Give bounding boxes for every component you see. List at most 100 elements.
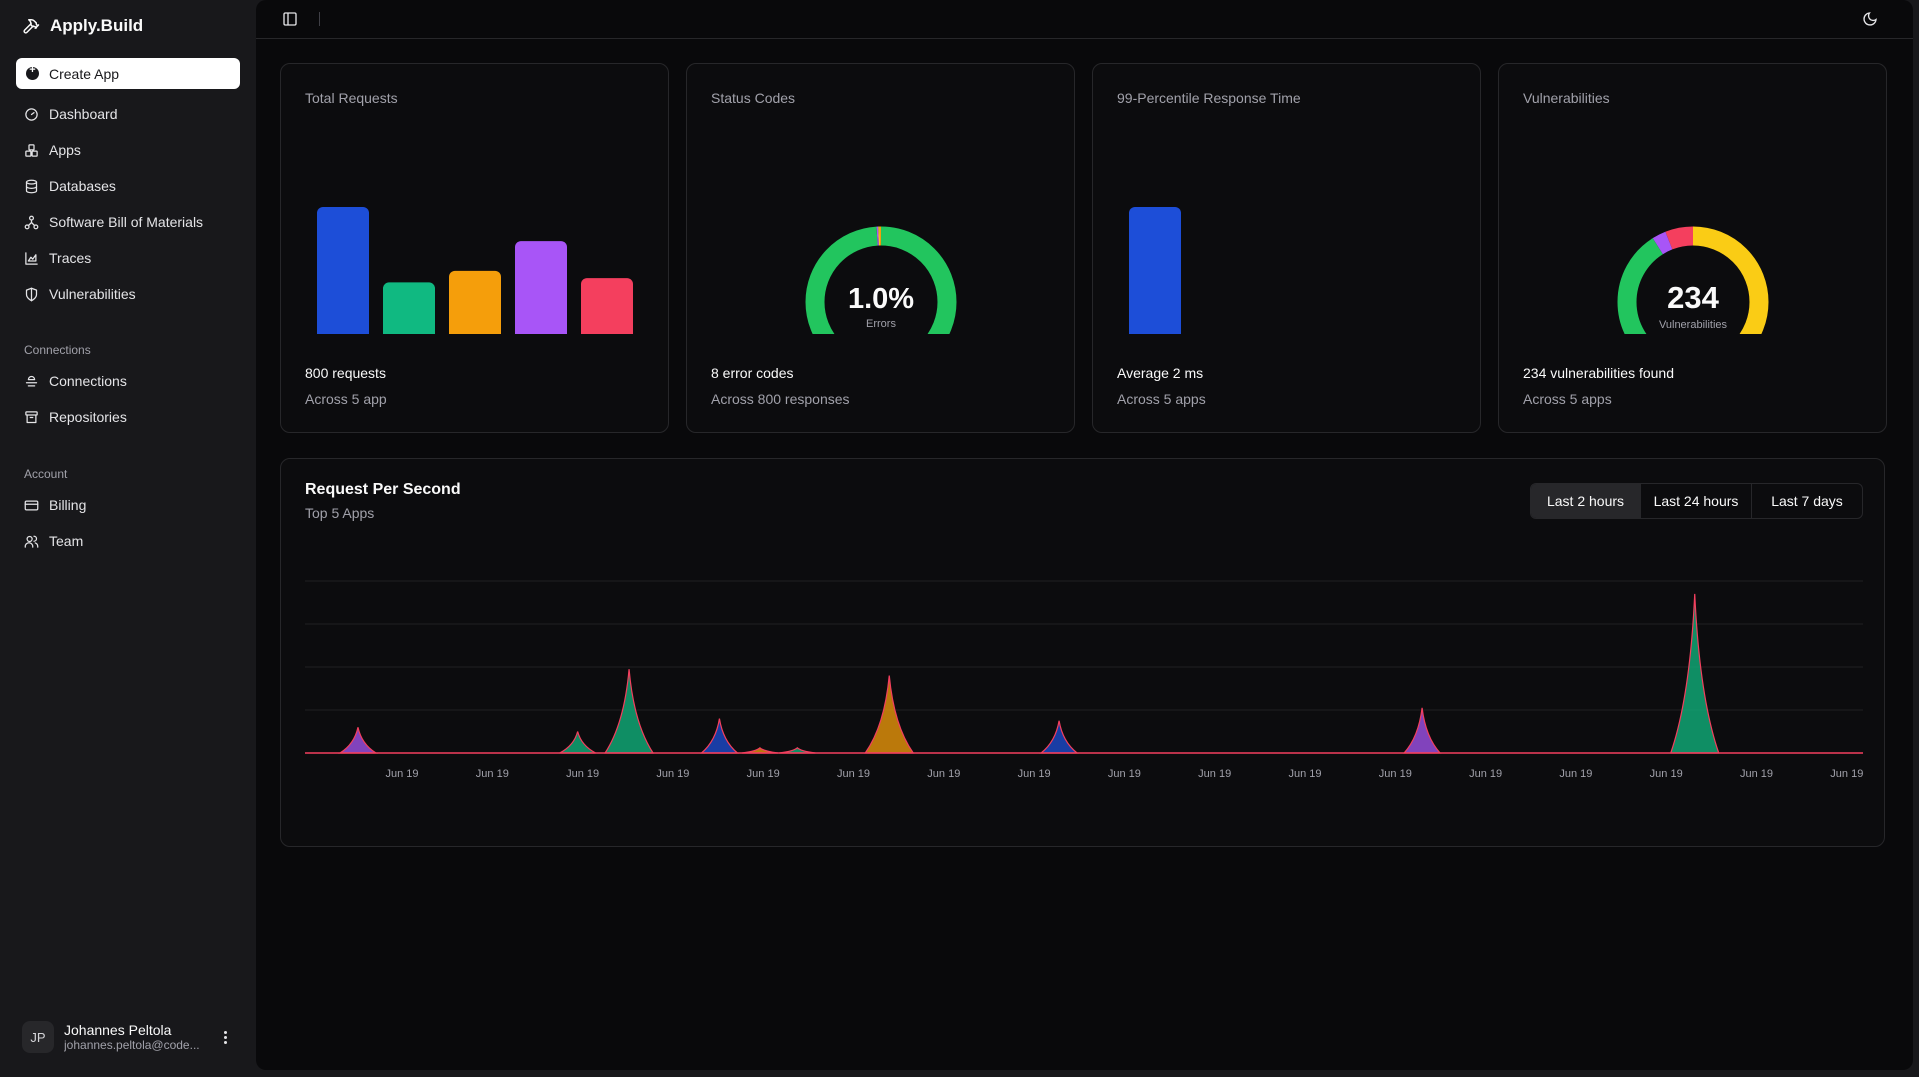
sidebar-item-team[interactable]: Team [16,526,240,556]
card-title: Status Codes [711,90,796,106]
archive-icon [25,410,38,423]
more-vertical-icon[interactable] [220,1026,230,1048]
vulnerabilities-card: Vulnerabilities 234 Vulnerabilities 234 … [1498,63,1887,433]
bar-1 [383,282,435,334]
card-main-value: 800 requests [305,365,386,381]
sidebar-item-label: Team [49,533,84,549]
x-tick-label: Jun 19 [1288,768,1321,780]
hammer-icon [23,19,40,34]
create-app-label: Create App [49,65,120,82]
card-title: 99-Percentile Response Time [1117,90,1301,106]
x-tick-label: Jun 19 [1379,768,1412,780]
card-title: Total Requests [305,90,398,106]
sidebar-item-label: Dashboard [49,106,118,122]
vulnerabilities-center-value: 234 [1667,280,1719,315]
bar-2 [449,270,501,334]
x-tick-label: Jun 19 [837,768,870,780]
donut-slice-0 [1617,226,1769,334]
range-last-7-days[interactable]: Last 7 days [1771,493,1843,509]
sidebar-item-label: Traces [49,250,92,266]
range-last-24-hours[interactable]: Last 24 hours [1641,484,1752,518]
area-peak-8 [1402,707,1442,754]
topbar [256,0,1913,39]
vulnerabilities-center-label: Vulnerabilities [1659,319,1728,331]
card-subtitle: Across 5 apps [1117,391,1206,407]
sidebar-item-sbom[interactable]: Software Bill of Materials [16,207,240,237]
panel-left-icon [283,12,297,26]
donut-slice-1 [1617,226,1769,334]
user-profile[interactable]: JP Johannes Peltola johannes.peltola@cod… [22,1020,242,1054]
x-tick-label: Jun 19 [1018,768,1051,780]
sidebar-item-billing[interactable]: Billing [16,490,240,520]
sidebar-toggle-button[interactable] [282,11,298,27]
bar-0 [1129,207,1181,334]
shield-icon [25,287,38,301]
x-tick-label: Jun 19 [927,768,960,780]
total-requests-card: Total Requests portcalltestappapply-buil… [280,63,669,433]
create-app-button[interactable]: Create App [16,58,240,89]
card-main-value: 8 error codes [711,365,794,381]
x-tick-label: Jun 19 [1108,768,1141,780]
sidebar-item-label: Billing [49,497,87,513]
time-range-toggle: Last 2 hours Last 24 hours Last 7 days [1530,483,1863,519]
x-tick-label: Jun 19 [1469,768,1502,780]
rps-title: Request Per Second [305,481,461,498]
moon-icon [1863,12,1877,26]
sidebar-item-label: Vulnerabilities [49,286,136,302]
x-tick-label: Jun 19 [476,768,509,780]
card-subtitle: Across 5 apps [1523,391,1612,407]
card-main-value: 234 vulnerabilities found [1523,365,1674,381]
sidebar-item-label: Software Bill of Materials [49,214,204,230]
requests-per-second-card: Request Per Second Top 5 Apps Last 2 hou… [280,458,1885,847]
area-peak-1 [559,731,596,754]
area-peak-2 [603,669,655,754]
sidebar-item-dashboard[interactable]: Dashboard [16,99,240,129]
x-tick-label: Jun 19 [1740,768,1773,780]
x-tick-label: Jun 19 [1650,768,1683,780]
x-tick-label: Jun 19 [656,768,689,780]
brand[interactable]: Apply.Build [22,14,143,38]
x-tick-label: Jun 19 [1559,768,1592,780]
user-email: johannes.peltola@code... [64,1038,200,1052]
area-peak-5 [779,747,816,754]
sidebar-item-label: Connections [49,373,127,389]
status-codes-center-label: Errors [866,318,896,330]
range-last-2-hours[interactable]: Last 2 hours [1531,484,1641,518]
area-peak-9 [1669,593,1720,754]
sidebar-item-label: Databases [49,178,116,194]
account-section-label: Account [24,467,68,481]
status-codes-chart: 1.0% Errors [805,226,957,334]
total-requests-chart: portcalltestappapply-build [317,207,633,334]
database-icon [25,179,38,193]
sidebar-item-databases[interactable]: Databases [16,171,240,201]
response-time-chart: portcalltestappapply-build [1129,207,1181,334]
main-panel: Total Requests portcalltestappapply-buil… [256,0,1913,1070]
avatar: JP [22,1021,54,1053]
bar-0 [317,207,369,334]
topbar-divider [319,12,320,26]
area-peak-3 [699,718,740,754]
sidebar-item-vulnerabilities[interactable]: Vulnerabilities [16,279,240,309]
sidebar-item-connections[interactable]: Connections [16,366,240,396]
area-peak-7 [1039,720,1079,754]
sidebar-item-traces[interactable]: Traces [16,243,240,273]
sidebar-item-repositories[interactable]: Repositories [16,402,240,432]
bar-4 [581,278,633,334]
sidebar-item-label: Apps [49,142,81,158]
sidebar-item-apps[interactable]: Apps [16,135,240,165]
boxes-icon [25,143,38,157]
x-tick-label: Jun 19 [1830,768,1863,780]
user-name: Johannes Peltola [64,1022,172,1038]
status-codes-center-value: 1.0% [848,283,914,315]
card-main-value: Average 2 ms [1117,365,1204,381]
theme-toggle-button[interactable] [1862,11,1878,27]
credit-card-icon [24,500,39,510]
card-subtitle: Across 5 app [305,391,387,407]
rps-area-chart: Jun 19 Jun 19 Jun 19 Jun 19 Jun 19 Jun 19 Jun … [305,580,1863,780]
status-codes-card: Status Codes 1.0% Errors 8 error codes A… [686,63,1075,433]
sidebar-item-label: Repositories [49,409,127,425]
card-title: Vulnerabilities [1523,90,1610,106]
connections-section-label: Connections [24,343,91,357]
area-peak-6 [864,675,915,754]
x-tick-label: Jun 19 [1198,768,1231,780]
